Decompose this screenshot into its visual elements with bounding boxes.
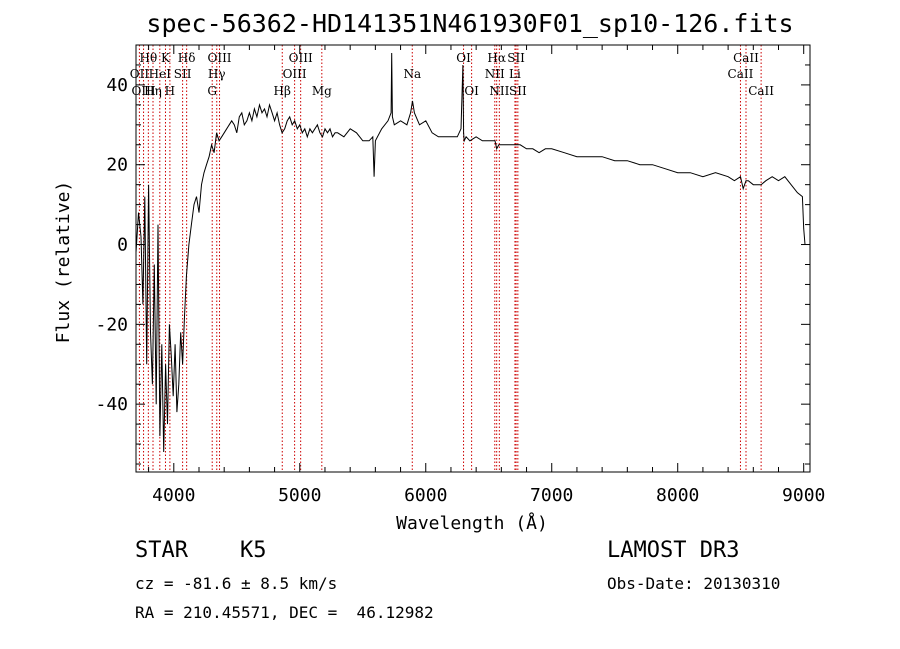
- line-label-27: CaII: [748, 84, 774, 98]
- line-label-7: H: [165, 84, 175, 98]
- line-label-14: OIII: [283, 67, 307, 81]
- line-label-1: OII: [130, 67, 150, 81]
- line-label-17: OI: [456, 51, 471, 65]
- line-label-21: NII: [489, 84, 509, 98]
- line-label-15: Mg: [312, 84, 332, 98]
- line-label-23: Li: [509, 67, 521, 81]
- observation-date: Obs-Date: 20130310: [607, 574, 781, 593]
- line-label-18: OI: [464, 84, 479, 98]
- x-tick-label-4: 8000: [656, 485, 699, 506]
- object-class: STAR: [135, 538, 188, 563]
- survey-name: LAMOST DR3: [607, 538, 740, 563]
- line-label-6: SII: [174, 67, 192, 81]
- line-label-13: OIII: [289, 51, 313, 65]
- line-label-8: Hδ: [178, 51, 196, 65]
- redshift-value: cz = -81.6 ± 8.5 km/s: [135, 574, 338, 593]
- coordinates: RA = 210.45571, DEC = 46.12982: [135, 603, 434, 622]
- y-tick-label-4: 40: [106, 75, 128, 96]
- x-tick-label-5: 9000: [782, 485, 825, 506]
- x-tick-label-2: 6000: [404, 485, 447, 506]
- line-label-12: Hβ: [274, 84, 291, 98]
- line-label-25: CaII: [733, 51, 759, 65]
- x-tick-label-0: 4000: [152, 485, 195, 506]
- chart-title: spec-56362-HD141351N461930F01_sp10-126.f…: [146, 9, 793, 38]
- line-label-2: OIII: [132, 84, 156, 98]
- y-tick-label-2: 0: [117, 235, 128, 256]
- line-label-22: SII: [507, 51, 525, 65]
- x-axis-label: Wavelength (Å): [396, 512, 548, 534]
- y-axis-label: Flux (relative): [53, 181, 74, 344]
- plot-frame: [135, 44, 811, 473]
- y-tick-label-3: 20: [106, 155, 128, 176]
- y-tick-label-1: -20: [95, 314, 128, 335]
- line-label-16: Na: [403, 67, 421, 81]
- series-line-spectrum: [135, 52, 806, 453]
- line-label-26: CaII: [728, 67, 754, 81]
- line-label-19: Hα: [487, 51, 506, 65]
- line-label-3: Hη: [144, 84, 162, 98]
- line-label-20: NII: [485, 67, 505, 81]
- x-tick-label-1: 5000: [278, 485, 321, 506]
- line-label-10: Hγ: [208, 67, 226, 81]
- line-label-9: OIII: [207, 51, 231, 65]
- spectrum-series: [135, 52, 806, 453]
- line-label-4: HeI: [149, 67, 172, 81]
- line-label-0: Hθ: [139, 51, 157, 65]
- y-tick-label-0: -40: [95, 394, 128, 415]
- object-subclass: K5: [240, 538, 267, 563]
- axis-ticks: 4000 5000 6000 7000 8000 9000 -40 -20 0 20 40: [95, 44, 825, 506]
- line-label-11: G: [207, 84, 217, 98]
- x-tick-label-3: 7000: [530, 485, 573, 506]
- spectral-line-markers: [138, 45, 762, 472]
- line-label-24: SII: [509, 84, 527, 98]
- line-label-5: K: [161, 51, 171, 65]
